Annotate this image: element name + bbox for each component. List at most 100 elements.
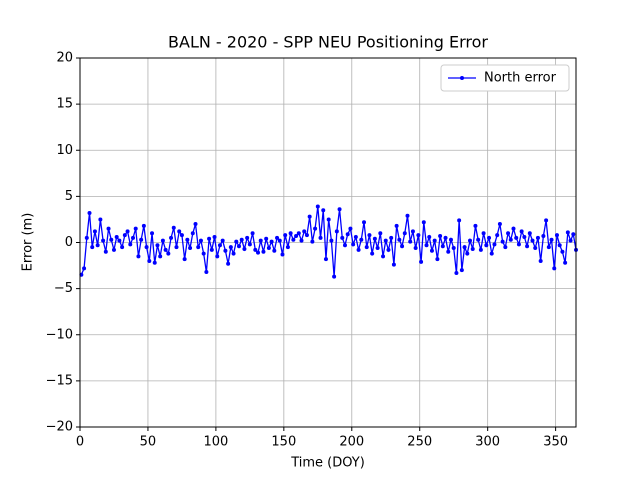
data-point: [348, 226, 353, 231]
data-point: [144, 245, 149, 250]
data-point: [141, 223, 146, 228]
y-tick-label: 20: [56, 51, 73, 66]
data-point: [245, 235, 250, 240]
data-point: [236, 244, 241, 249]
y-tick-label: −5: [54, 281, 73, 296]
data-point: [160, 238, 165, 243]
legend-marker: [460, 76, 464, 80]
data-point: [500, 239, 505, 244]
data-point: [299, 238, 304, 243]
data-point: [391, 262, 396, 267]
data-point: [188, 246, 193, 251]
data-point: [163, 247, 168, 252]
y-tick-label: −15: [46, 373, 73, 388]
data-point: [190, 231, 195, 236]
data-point: [177, 229, 182, 234]
data-point: [519, 229, 524, 234]
data-point: [201, 251, 206, 256]
data-point: [484, 243, 489, 248]
data-point: [525, 244, 530, 249]
data-point: [364, 245, 369, 250]
data-point: [209, 247, 214, 252]
data-point: [264, 236, 269, 241]
data-point: [511, 226, 516, 231]
data-point: [150, 231, 155, 236]
data-point: [459, 268, 464, 273]
data-point: [294, 234, 299, 239]
data-point: [405, 213, 410, 218]
data-point: [285, 245, 290, 250]
data-point: [204, 270, 209, 275]
data-point: [198, 238, 203, 243]
data-point: [242, 246, 247, 251]
data-point: [250, 231, 255, 236]
data-point: [217, 243, 222, 248]
data-point: [476, 237, 481, 242]
data-point: [122, 233, 127, 238]
data-point: [321, 208, 326, 213]
x-tick-label: 0: [76, 435, 84, 450]
data-point: [400, 244, 405, 249]
data-point: [408, 239, 413, 244]
y-tick-label: 10: [56, 143, 73, 158]
data-point: [557, 243, 562, 248]
data-point: [185, 237, 190, 242]
x-tick-label: 50: [140, 435, 157, 450]
data-point: [386, 247, 391, 252]
data-point: [402, 231, 407, 236]
data-point: [516, 242, 521, 247]
data-point: [568, 238, 573, 243]
data-point: [269, 239, 274, 244]
data-point: [468, 238, 473, 243]
data-point: [329, 238, 334, 243]
x-axis-label: Time (DOY): [290, 456, 365, 471]
data-point: [114, 234, 119, 239]
data-point: [158, 254, 163, 259]
data-point: [313, 226, 318, 231]
data-point: [410, 229, 415, 234]
data-point: [223, 248, 228, 253]
data-point: [120, 245, 125, 250]
data-point: [275, 235, 280, 240]
data-point: [497, 222, 502, 227]
x-tick-label: 200: [339, 435, 364, 450]
data-point: [256, 250, 261, 255]
data-point: [95, 243, 100, 248]
data-point: [356, 247, 361, 252]
data-point: [465, 251, 470, 256]
data-point: [530, 238, 535, 243]
data-point: [427, 234, 432, 239]
data-point: [443, 235, 448, 240]
data-point: [152, 260, 157, 265]
data-point: [258, 238, 263, 243]
data-point: [82, 266, 87, 271]
y-tick-label: 15: [56, 97, 73, 112]
data-point: [87, 210, 92, 215]
data-point: [424, 243, 429, 248]
data-point: [239, 237, 244, 242]
data-point: [228, 245, 233, 250]
data-point: [166, 251, 171, 256]
data-point: [332, 274, 337, 279]
data-point: [370, 251, 375, 256]
x-tick-label: 150: [271, 435, 296, 450]
data-point: [506, 231, 511, 236]
data-point: [508, 237, 513, 242]
data-point: [454, 270, 459, 275]
data-point: [318, 235, 323, 240]
data-point: [220, 238, 225, 243]
data-point: [571, 232, 576, 237]
y-axis-label: Error (m): [21, 213, 36, 272]
data-point: [535, 235, 540, 240]
legend-box: [440, 64, 570, 92]
data-point: [372, 236, 377, 241]
data-point: [253, 247, 258, 252]
data-point: [261, 249, 266, 254]
data-point: [353, 234, 358, 239]
data-point: [231, 251, 236, 256]
data-point: [196, 245, 201, 250]
plot-frame: [79, 57, 577, 428]
x-tick-label: 250: [407, 435, 432, 450]
data-point: [302, 229, 307, 234]
data-point: [215, 254, 220, 259]
